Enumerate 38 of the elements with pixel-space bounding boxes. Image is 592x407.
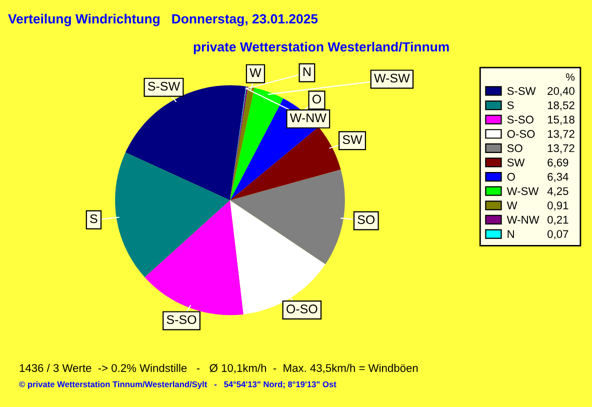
data-label: 13,72 xyxy=(548,144,574,154)
legend-label: S xyxy=(507,101,514,110)
text: © private Wetterstation Tinnum/Westerland/Sylt - 54°54'13" Nord; 8°19'13" Ost xyxy=(19,381,336,389)
slice-label: N xyxy=(303,67,310,76)
chart-subtitle: private Wetterstation Westerland/Tinnum xyxy=(194,42,449,54)
legend-label: O xyxy=(507,172,515,181)
legend-label: W-SW xyxy=(506,187,539,196)
legend-label: SW xyxy=(507,158,525,166)
data-label: 4,25 xyxy=(547,187,568,196)
legend-label: N xyxy=(508,230,514,238)
legend-label: S-SO xyxy=(507,116,534,124)
text: 1436 / 3 Werte -> 0.2% Windstille - Ø 10,1km/h - Max. 43,5km/h = Windböen xyxy=(20,364,418,374)
data-label: 0,91 xyxy=(548,202,568,211)
slice-label: O-SO xyxy=(286,304,318,314)
data-label: 0,07 xyxy=(548,230,568,240)
slice-label: S-SO xyxy=(166,315,196,324)
legend-label: S-SW xyxy=(507,87,536,95)
data-label: 20,40 xyxy=(548,87,574,96)
slice-label: O xyxy=(312,94,322,104)
slice-label: W-NW xyxy=(290,114,326,122)
legend-title: % xyxy=(566,73,575,81)
legend-label: W xyxy=(506,202,518,210)
data-label: 6,69 xyxy=(548,158,568,168)
data-label: 6,34 xyxy=(548,172,568,182)
slice-label: S-SW xyxy=(148,82,180,91)
slice-label: S xyxy=(90,214,98,224)
chart-title: Verteilung Windrichtung Donnerstag, 23.01.2025 xyxy=(8,14,318,26)
legend-label: W-NW xyxy=(506,216,540,224)
slice-label: SO xyxy=(358,215,375,224)
slice-label: SW xyxy=(342,135,362,144)
data-label: 13,72 xyxy=(548,130,574,140)
legend-label: O-SO xyxy=(507,130,535,138)
slice-label: W-SW xyxy=(374,74,410,83)
data-label: 18,52 xyxy=(548,101,574,111)
data-label: 15,18 xyxy=(548,116,574,125)
legend-label: SO xyxy=(507,144,522,152)
data-label: 0,21 xyxy=(548,216,568,225)
slice-label: W xyxy=(250,68,262,77)
